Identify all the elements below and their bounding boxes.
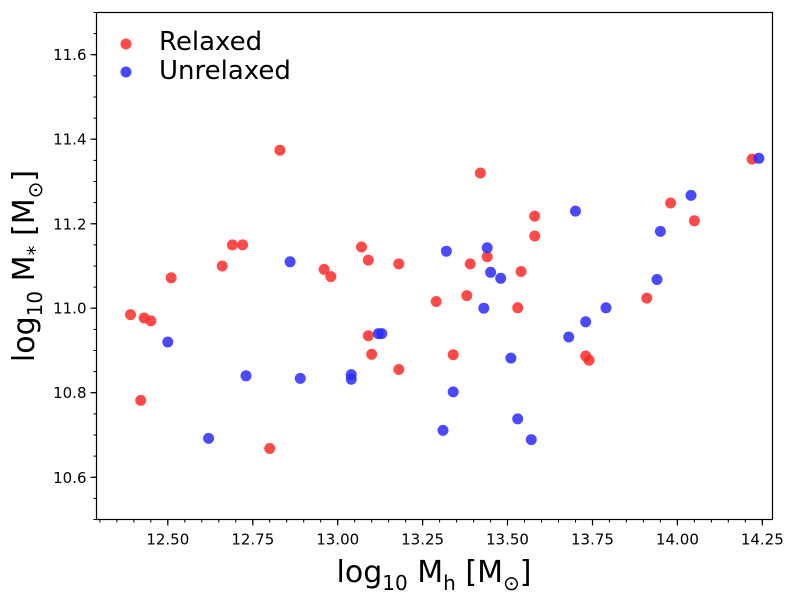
point-unrelaxed-16 [505,352,517,364]
point-unrelaxed-6 [345,369,357,381]
x-label-variable: M [408,555,443,590]
data-points [125,144,765,454]
point-relaxed-3 [145,315,157,327]
point-unrelaxed-23 [651,274,663,285]
point-unrelaxed-4 [294,372,306,384]
y-axis-label-group: log10 M* [M⊙] [7,170,47,362]
point-unrelaxed-17 [512,413,524,425]
point-unrelaxed-13 [481,242,493,254]
point-relaxed-13 [362,254,374,266]
x-label-close: ] [520,555,532,590]
point-relaxed-0 [125,309,136,321]
point-unrelaxed-21 [580,316,592,328]
point-relaxed-6 [226,239,238,251]
point-relaxed-32 [688,215,700,227]
x-label-unit-subscript: ⊙ [503,571,520,592]
x-tick-label: 13.75 [571,531,614,549]
point-relaxed-25 [515,266,527,277]
x-tick-label: 13.00 [316,531,359,549]
y-tick-label: 11.0 [53,300,86,318]
point-relaxed-31 [665,197,677,209]
point-relaxed-16 [393,258,405,270]
y-label-close: ] [7,170,42,182]
point-unrelaxed-2 [240,370,252,382]
point-unrelaxed-24 [654,225,666,237]
x-tick-label: 14.00 [656,531,699,549]
point-unrelaxed-8 [376,328,388,340]
x-tick-label: 13.50 [486,531,529,549]
point-unrelaxed-12 [478,302,490,314]
point-unrelaxed-14 [485,266,497,278]
point-unrelaxed-1 [203,432,215,444]
point-relaxed-9 [274,144,286,156]
axis-ticks: 12.50 12.75 13.00 13.25 13.50 13.75 14.00 14.25… [53,12,784,549]
legend-marker-unrelaxed [120,66,132,78]
legend: Relaxed Unrelaxed [120,27,291,86]
legend-label-unrelaxed: Unrelaxed [159,56,291,86]
point-relaxed-22 [474,167,486,179]
x-tick-label: 12.50 [146,531,189,549]
point-unrelaxed-25 [685,189,697,201]
x-label-unit: [M [456,555,503,590]
point-unrelaxed-20 [570,205,581,217]
point-unrelaxed-26 [753,152,765,164]
y-axis-label: log10 M* [M⊙] [7,170,47,362]
y-tick-label: 11.6 [53,46,86,64]
legend-label-relaxed: Relaxed [159,27,262,57]
point-unrelaxed-11 [447,386,459,398]
y-label-unit-subscript: ⊙ [23,182,47,199]
point-relaxed-19 [447,349,459,361]
point-relaxed-5 [216,260,228,272]
x-label-log-base: 10 [382,571,407,592]
y-tick-label: 10.6 [53,469,86,487]
point-unrelaxed-3 [284,256,296,268]
point-relaxed-4 [165,272,177,284]
point-unrelaxed-19 [563,331,575,343]
x-label-variable-subscript: h [443,571,456,592]
point-relaxed-30 [641,292,653,304]
x-tick-label: 13.25 [401,531,444,549]
point-unrelaxed-9 [437,424,449,436]
y-tick-label: 10.8 [53,384,86,402]
y-label-log: log [7,316,42,362]
point-relaxed-20 [461,290,473,302]
point-relaxed-11 [325,271,337,283]
point-relaxed-15 [366,348,378,360]
point-relaxed-27 [529,230,541,242]
y-label-log-base: 10 [23,291,47,316]
point-relaxed-17 [393,364,405,375]
point-unrelaxed-18 [525,434,537,446]
y-tick-label: 11.4 [53,131,86,149]
point-relaxed-24 [512,302,524,314]
point-relaxed-18 [430,296,442,307]
point-relaxed-29 [583,354,595,366]
x-axis-label: log10 Mh [M⊙] [337,555,532,592]
point-unrelaxed-22 [600,302,612,314]
point-relaxed-23 [481,251,493,263]
point-relaxed-10 [318,263,330,275]
point-relaxed-21 [464,258,476,270]
point-relaxed-8 [264,443,276,454]
point-relaxed-14 [362,330,374,342]
x-label-log: log [337,555,383,590]
y-tick-label: 11.2 [53,215,86,233]
point-relaxed-12 [356,241,367,253]
legend-marker-relaxed [120,38,132,50]
point-relaxed-7 [237,239,249,251]
point-unrelaxed-0 [162,336,174,348]
y-label-variable-subscript: * [23,246,47,256]
x-tick-label: 12.75 [231,531,274,549]
point-unrelaxed-15 [495,272,507,284]
point-unrelaxed-10 [440,245,452,257]
y-label-variable: M [7,256,42,291]
point-relaxed-26 [529,210,541,222]
x-tick-label: 14.25 [741,531,784,549]
point-relaxed-1 [135,394,147,406]
y-label-unit: [M [7,198,42,245]
